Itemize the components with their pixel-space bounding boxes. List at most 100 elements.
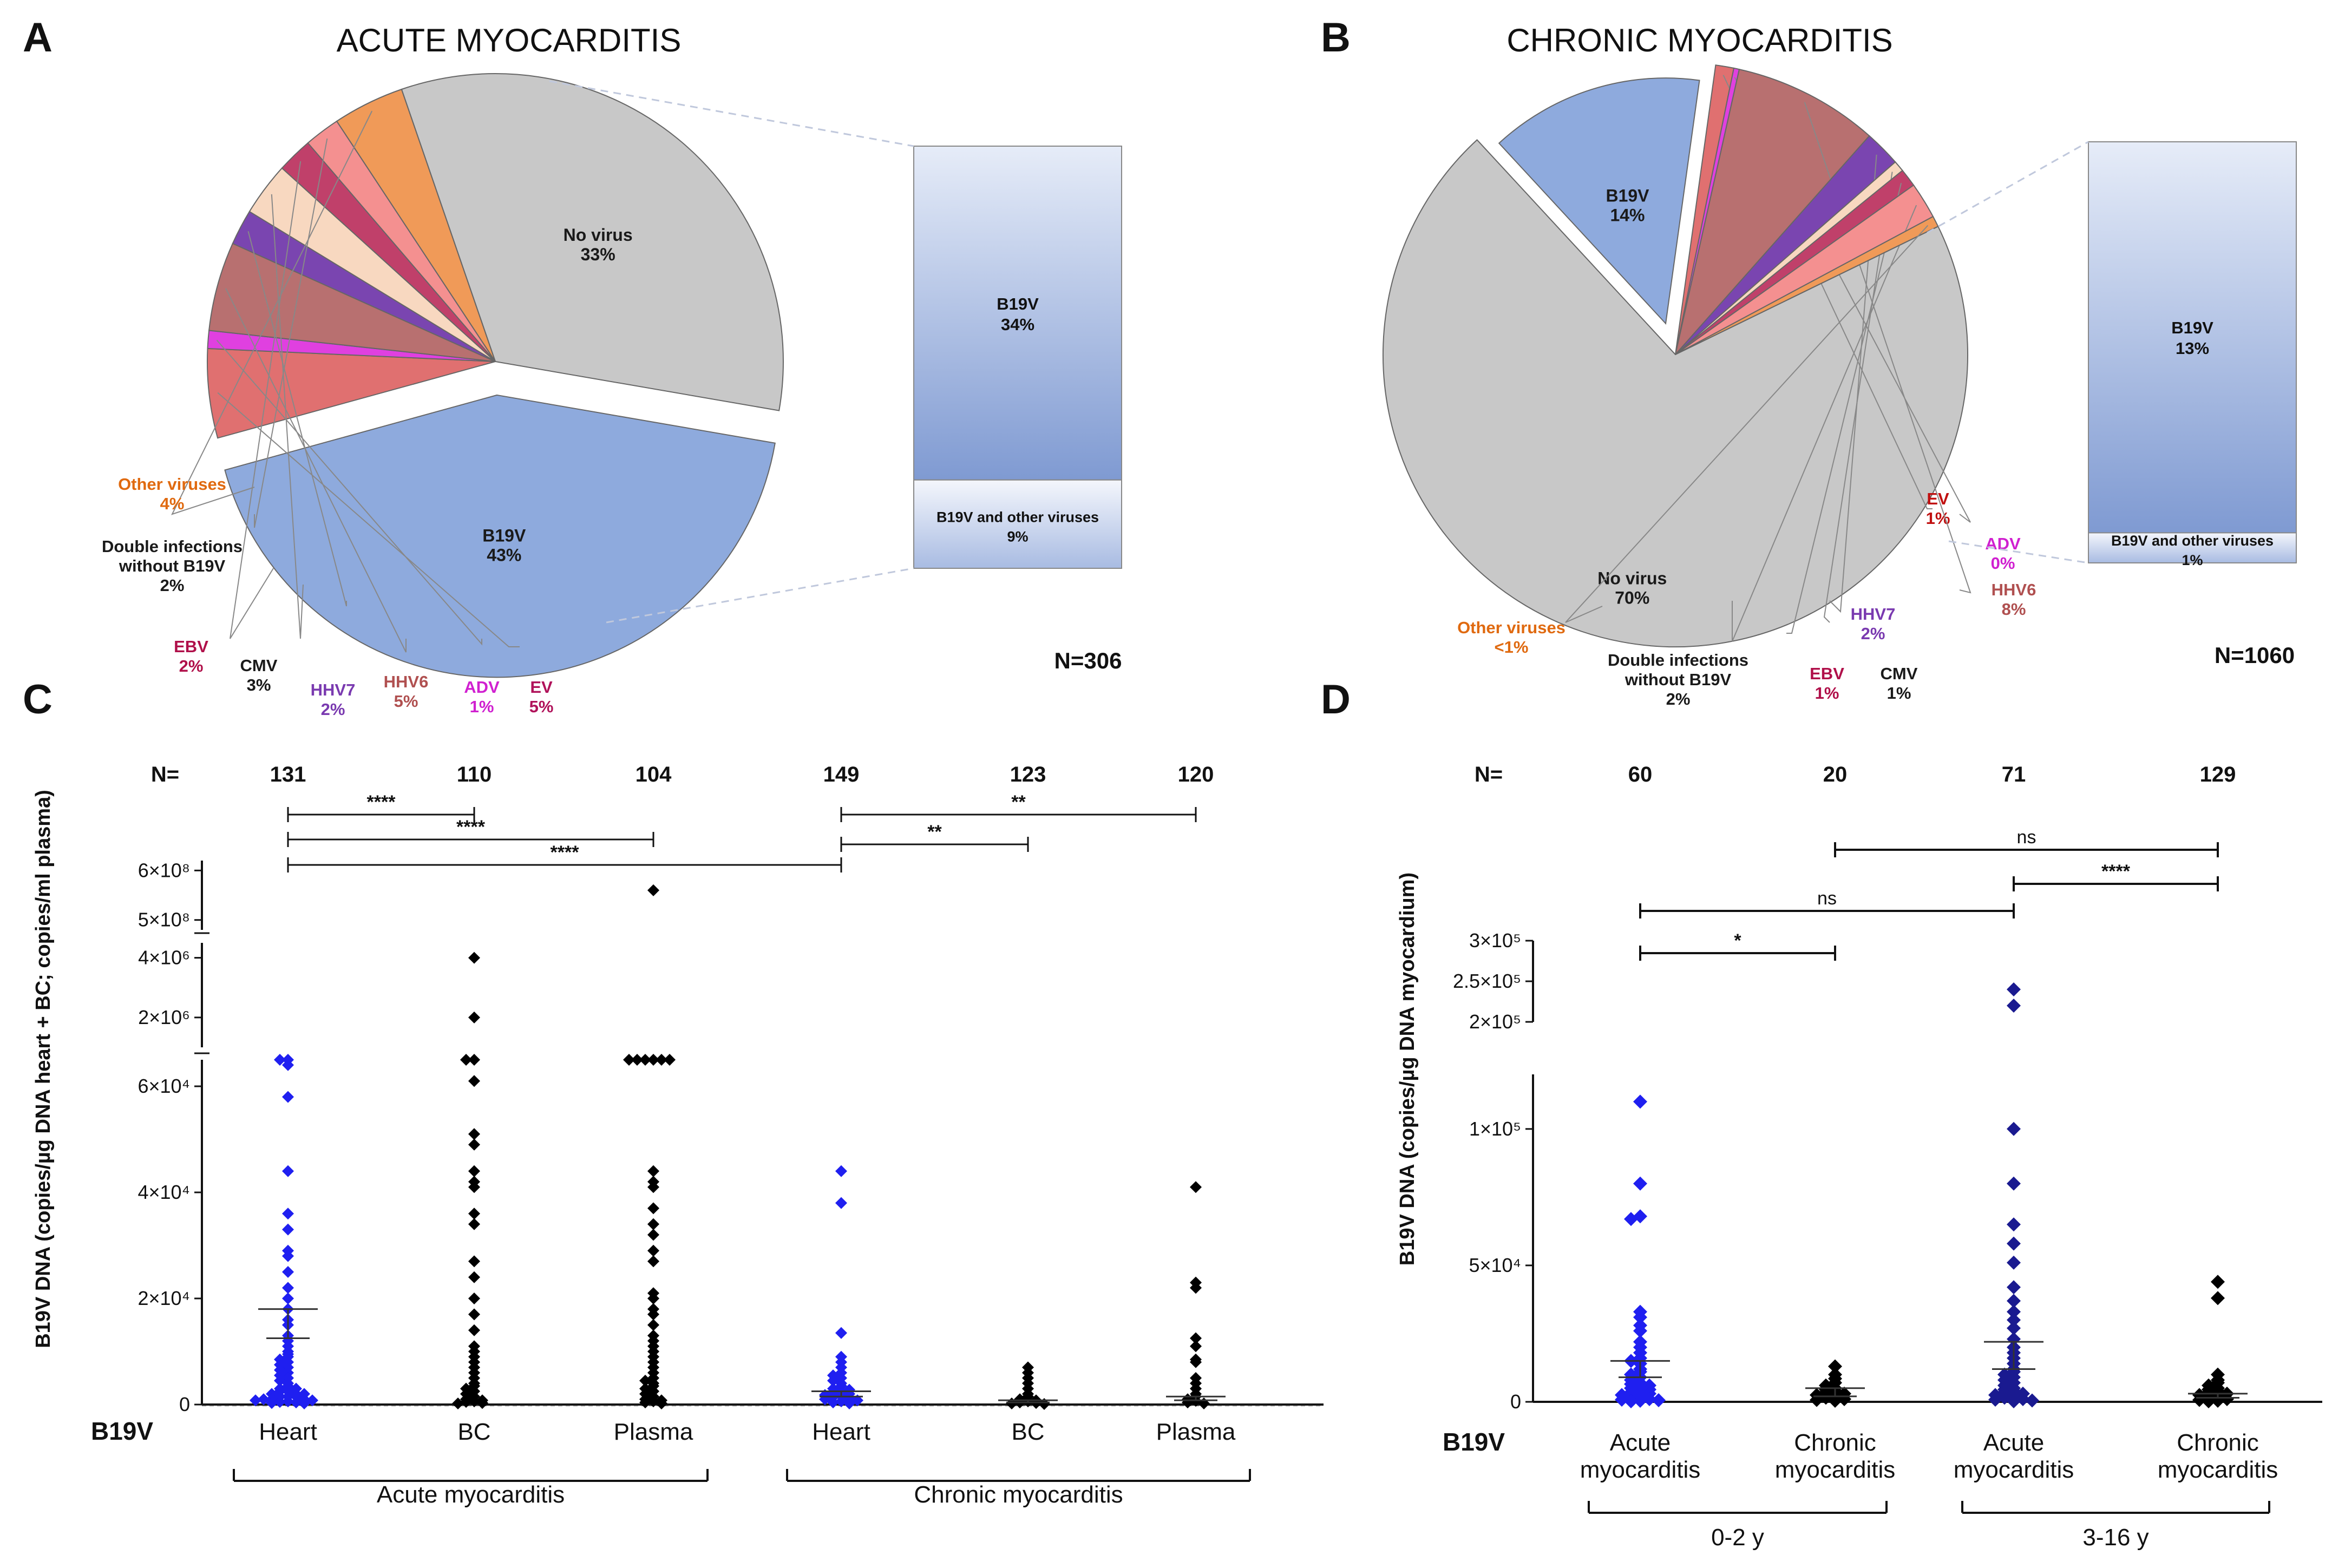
data-point — [1988, 1393, 2002, 1407]
slice-label-adv: ADV — [464, 678, 500, 697]
data-point — [647, 1165, 659, 1177]
slice-label-hhv6: HHV6 — [1992, 580, 2036, 599]
data-point — [647, 1395, 659, 1408]
data-point — [2211, 1291, 2225, 1305]
data-point — [468, 1181, 480, 1193]
breakdown-bar-b19v — [913, 146, 1122, 481]
data-point — [290, 1396, 302, 1409]
group-bracket-label: 0-2 y — [1711, 1524, 1764, 1551]
comparison-significance: ** — [927, 822, 942, 842]
leader-line-other-viruses — [1565, 225, 1929, 623]
slice-pct-other-viruses: <1% — [1495, 638, 1529, 657]
slice-pct-hhv7: 2% — [1861, 624, 1885, 643]
leader-line-hhv6 — [1804, 102, 1971, 594]
data-point — [835, 1165, 847, 1177]
slice-label-hhv6: HHV6 — [384, 672, 429, 691]
slice-pct-no-virus: 70% — [1615, 588, 1649, 608]
n-label: N=1060 — [2215, 642, 2295, 668]
breakdown-bar-b19v-and-other — [2088, 532, 2297, 564]
connector-bottom — [1948, 540, 2089, 564]
data-point — [647, 1308, 659, 1321]
data-point — [282, 1208, 294, 1220]
slice-pct-no-virus: 33% — [581, 245, 615, 264]
data-point — [1182, 1396, 1194, 1409]
data-point — [647, 1293, 659, 1304]
leader-line-ev — [217, 392, 520, 647]
data-point — [468, 1011, 480, 1024]
n-prefix: N= — [1475, 763, 1503, 786]
category-label: Heart — [259, 1419, 317, 1445]
group-n: 110 — [457, 763, 492, 786]
category-label: myocarditis — [1954, 1457, 2074, 1483]
leader-line-hhv7 — [1829, 154, 1877, 613]
slice-label-double-infections-without-b19v: without B19V — [119, 556, 226, 575]
category-label: Acute — [1983, 1429, 2045, 1456]
pie-slice-b19v — [1498, 77, 1700, 325]
slice-pct-adv: 0% — [1991, 554, 2015, 573]
data-point — [2007, 982, 2021, 996]
data-point — [468, 1054, 480, 1066]
group-bracket-label: 3-16 y — [2082, 1524, 2149, 1551]
slice-label-cmv: CMV — [1881, 664, 1918, 683]
data-point — [468, 1255, 480, 1268]
slice-pct-other-viruses: 4% — [160, 494, 185, 513]
slice-label-ev: EV — [1927, 489, 1949, 508]
n-label: N=306 — [1054, 648, 1122, 673]
n-prefix: N= — [151, 763, 179, 786]
slice-label-no-virus: No virus — [564, 225, 633, 245]
data-point — [623, 1054, 635, 1066]
data-point — [468, 1075, 480, 1087]
y-tick-label: 2.5×10⁵ — [1453, 970, 1521, 992]
data-point — [282, 1266, 294, 1278]
category-label: myocarditis — [1580, 1457, 1701, 1483]
data-point — [647, 1229, 659, 1241]
slice-label-ev: EV — [530, 678, 553, 697]
breakdown-label-b19v-and-other: B19V and other viruses — [2111, 533, 2274, 549]
data-point — [1615, 1393, 1629, 1407]
category-label: Heart — [812, 1419, 870, 1445]
leader-line-hhv7 — [247, 231, 347, 607]
data-point — [452, 1398, 464, 1409]
data-point — [1633, 1094, 1647, 1109]
data-point — [468, 952, 480, 964]
data-point — [468, 1208, 480, 1220]
breakdown-label-b19v: B19V — [2171, 318, 2213, 337]
data-point — [468, 1324, 480, 1336]
data-point — [266, 1397, 278, 1409]
data-point — [664, 1054, 676, 1066]
pie-slice-other-viruses — [1675, 215, 1939, 355]
leader-line-other-viruses — [171, 110, 373, 515]
slice-label-hhv7: HHV7 — [311, 680, 356, 699]
slice-label-double-infections-without-b19v: without B19V — [1625, 670, 1732, 689]
data-point — [282, 1250, 294, 1262]
data-point — [647, 1181, 659, 1193]
group-n: 71 — [2002, 763, 2026, 786]
category-label: BC — [1011, 1419, 1044, 1445]
data-point — [2007, 1313, 2021, 1327]
data-point — [835, 1327, 847, 1339]
data-point — [2007, 999, 2021, 1013]
data-point — [827, 1396, 839, 1409]
group-n: 104 — [636, 763, 672, 786]
data-point — [468, 1308, 480, 1321]
group-bracket-label: Chronic myocarditis — [914, 1481, 1123, 1508]
data-point — [2007, 1121, 2021, 1136]
data-point — [282, 1165, 294, 1177]
data-point — [468, 1218, 480, 1230]
category-label: myocarditis — [2158, 1457, 2278, 1483]
slice-pct-hhv7: 2% — [321, 700, 345, 719]
row-label-b19v: B19V — [1443, 1428, 1505, 1456]
data-point — [835, 1197, 847, 1209]
slice-label-double-infections-without-b19v: Double infections — [1608, 651, 1748, 670]
slice-label-double-infections-without-b19v: Double infections — [102, 537, 243, 556]
data-point — [1624, 1212, 1638, 1226]
data-point — [647, 1319, 659, 1331]
breakdown-pct-b19v: 34% — [1001, 315, 1034, 334]
panel-letter: D — [1321, 677, 1351, 723]
y-axis-title: B19V DNA (copies/µg DNA heart + BC; copi… — [32, 790, 55, 1348]
data-point — [647, 1255, 659, 1268]
comparison-significance: ns — [2017, 827, 2036, 848]
data-point — [1828, 1394, 1842, 1408]
group-n: 123 — [1010, 763, 1046, 786]
slice-label-b19v: B19V — [482, 526, 526, 546]
